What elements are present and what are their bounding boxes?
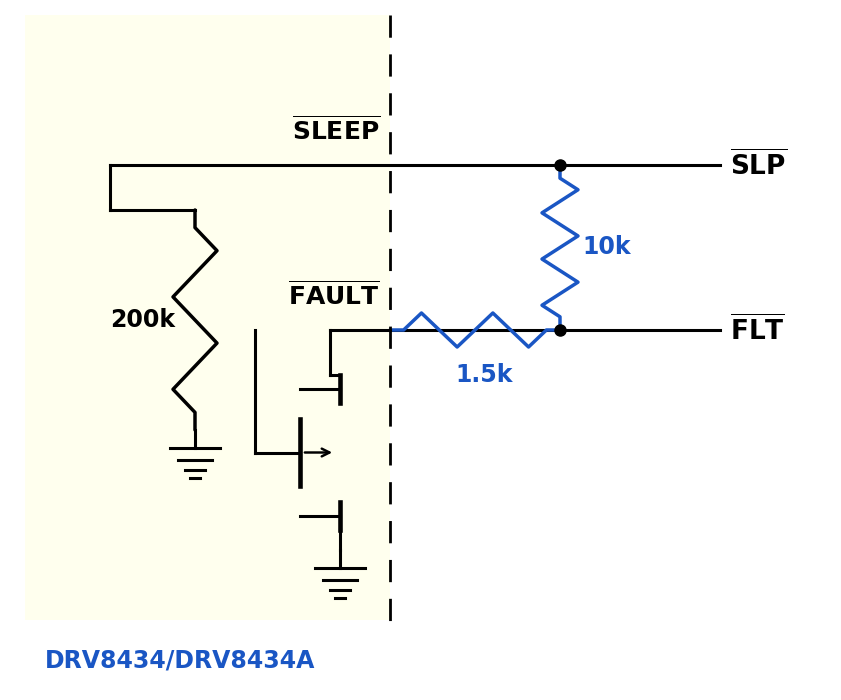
- Text: 10k: 10k: [582, 235, 631, 260]
- Bar: [25, 15, 390, 620]
- Text: $\overline{\mathbf{FLT}}$: $\overline{\mathbf{FLT}}$: [730, 314, 785, 345]
- Text: $\overline{\mathbf{SLP}}$: $\overline{\mathbf{SLP}}$: [730, 150, 787, 181]
- Text: 1.5k: 1.5k: [455, 363, 512, 387]
- Text: 200k: 200k: [110, 308, 175, 332]
- Text: DRV8434/DRV8434A: DRV8434/DRV8434A: [45, 648, 315, 672]
- Text: $\overline{\mathbf{SLEEP}}$: $\overline{\mathbf{SLEEP}}$: [292, 116, 380, 144]
- Text: $\overline{\mathbf{FAULT}}$: $\overline{\mathbf{FAULT}}$: [288, 281, 380, 309]
